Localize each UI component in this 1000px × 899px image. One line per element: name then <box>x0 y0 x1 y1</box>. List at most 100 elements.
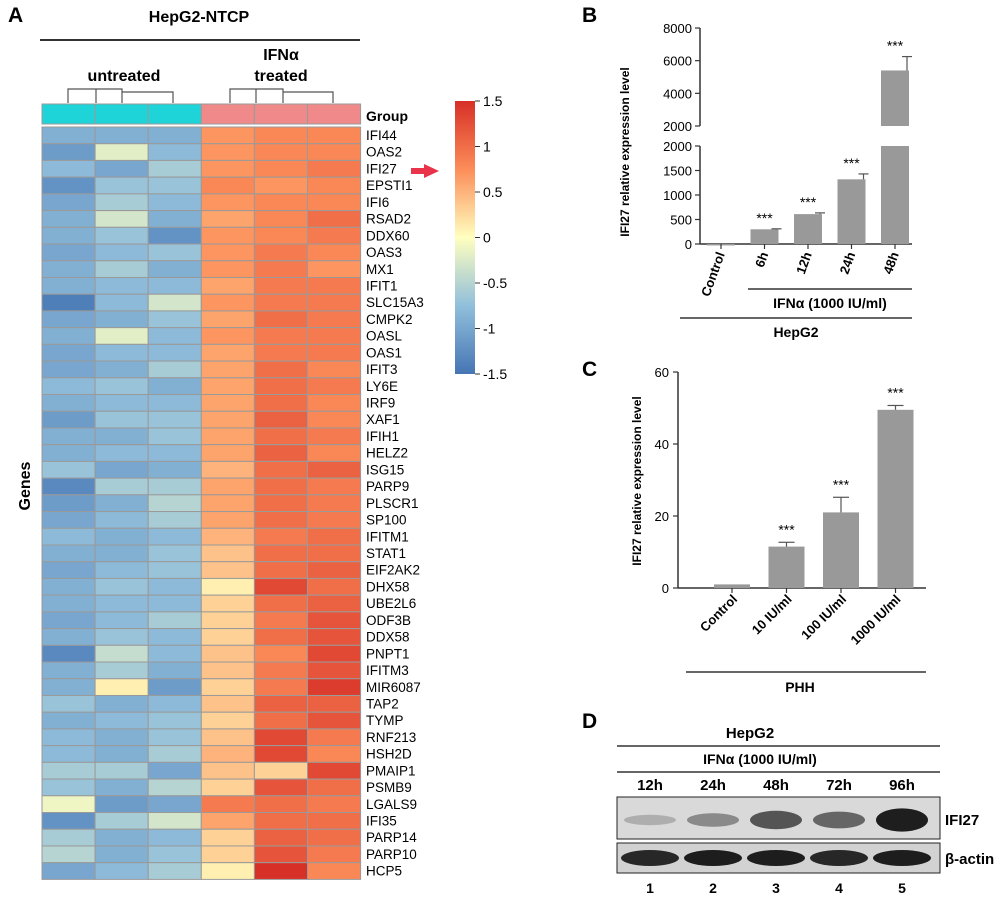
heatmap-cell <box>41 862 96 880</box>
gene-label: RNF213 <box>366 730 416 745</box>
panel-a: A HepG2-NTCP untreated IFNα treated Grou… <box>8 4 507 880</box>
heatmap-cell <box>147 628 202 646</box>
heatmap-cell <box>253 594 308 613</box>
heatmap-cell <box>253 126 308 145</box>
ifi27-band <box>687 813 739 827</box>
heatmap-cell <box>94 243 149 262</box>
gene-label: PMAIP1 <box>366 763 416 778</box>
heatmap-cell <box>200 594 255 613</box>
heatmap-cell <box>307 276 362 295</box>
actin-band <box>621 850 679 866</box>
gene-label: IFITM3 <box>366 663 409 678</box>
gene-label: PARP14 <box>366 830 417 845</box>
heatmap-cell <box>307 193 362 212</box>
heatmap-cell <box>94 711 149 730</box>
heatmap-cell <box>253 327 308 345</box>
heatmap-cell <box>200 193 255 212</box>
heatmap-cell <box>147 159 202 178</box>
panel-letter-c: C <box>582 358 597 381</box>
heatmap-cell <box>200 360 255 379</box>
heatmap-cell <box>307 845 362 864</box>
heatmap-cell <box>307 293 362 312</box>
lane-numbers: 1 2 3 4 5 <box>646 880 906 896</box>
heatmap-cell <box>94 410 149 429</box>
b-tick-label: 2000 <box>663 119 692 134</box>
heatmap-cell <box>253 544 308 563</box>
heatmap-cell <box>200 260 255 278</box>
heatmap-cell <box>147 260 202 278</box>
heatmap-cell <box>307 210 362 228</box>
lane-number: 1 <box>646 880 654 896</box>
c-ylabel: IFI27 relative expression level <box>630 396 644 565</box>
colorbar-tick-label: -1.5 <box>483 366 507 382</box>
heatmap-cell <box>307 678 362 696</box>
panel-letter-b: B <box>582 4 597 27</box>
heatmap-cell <box>94 778 149 797</box>
colorbar-tick-label: 1 <box>483 139 491 155</box>
heatmap-cell <box>200 210 255 228</box>
gene-label: HCP5 <box>366 864 402 879</box>
heatmap-cell <box>147 795 202 814</box>
heatmap-cell <box>94 494 149 513</box>
heatmap-cell <box>41 778 96 797</box>
heatmap-cell <box>41 511 96 529</box>
heatmap-cell <box>200 343 255 362</box>
heatmap-cell <box>41 661 96 680</box>
heatmap-cell <box>147 394 202 412</box>
gene-label: IFIT1 <box>366 278 398 293</box>
heatmap-cell <box>147 711 202 730</box>
heatmap-cell <box>94 611 149 630</box>
heatmap-cell <box>94 159 149 178</box>
band-label-ifi27: IFI27 <box>945 812 979 829</box>
heatmap-cell <box>200 611 255 630</box>
heatmap-cell <box>253 828 308 847</box>
heatmap-cell <box>147 845 202 864</box>
heatmap-cell <box>41 176 96 195</box>
heatmap-cell <box>147 611 202 630</box>
gene-label: SP100 <box>366 513 407 528</box>
heatmap-cell <box>307 694 362 713</box>
heatmap-cell <box>307 828 362 847</box>
heatmap-cell <box>307 159 362 178</box>
heatmap-cell <box>253 343 308 362</box>
b-tick-label: 4000 <box>663 86 692 101</box>
heatmap-cell <box>307 544 362 563</box>
heatmap-cell <box>147 360 202 379</box>
heatmap-cell <box>147 243 202 262</box>
heatmap-cell <box>200 159 255 178</box>
heatmap-cell <box>307 360 362 379</box>
gene-label: HELZ2 <box>366 446 408 461</box>
heatmap-cell <box>41 243 96 262</box>
actin-band <box>684 850 742 866</box>
heatmap-cell <box>253 577 308 596</box>
gene-label: ISG15 <box>366 462 404 477</box>
ifi27-band <box>624 814 676 826</box>
heatmap-cell <box>253 845 308 864</box>
heatmap-cell <box>41 494 96 513</box>
c-tick-label: 0 <box>662 581 669 596</box>
heatmap-cell <box>147 678 202 696</box>
c-bar <box>877 409 914 588</box>
b-tick-label: 8000 <box>663 21 692 36</box>
heatmap-cell <box>147 276 202 295</box>
colorbar-tick-label: -1 <box>483 321 496 337</box>
group-cell <box>200 103 255 125</box>
heatmap-cell <box>307 577 362 596</box>
heatmap-cell <box>307 628 362 646</box>
c-bar <box>768 546 805 588</box>
heatmap-cell <box>41 427 96 446</box>
heatmap-cell <box>147 176 202 195</box>
heatmap-cell <box>200 176 255 195</box>
heatmap-cell <box>307 661 362 680</box>
heatmap-cell <box>41 377 96 396</box>
gene-label: LGALS9 <box>366 797 417 812</box>
colorbar-ticks: 1.5 1 0.5 0 -0.5 -1 -1.5 <box>475 93 507 382</box>
heatmap-cell <box>200 561 255 579</box>
heatmap-cell <box>307 427 362 446</box>
heatmap-cell <box>147 694 202 713</box>
panel-letter-a: A <box>8 4 23 27</box>
heatmap-cell <box>200 745 255 763</box>
heatmap-cell <box>200 460 255 479</box>
heatmap-cell <box>253 243 308 262</box>
gene-label: DHX58 <box>366 579 410 594</box>
